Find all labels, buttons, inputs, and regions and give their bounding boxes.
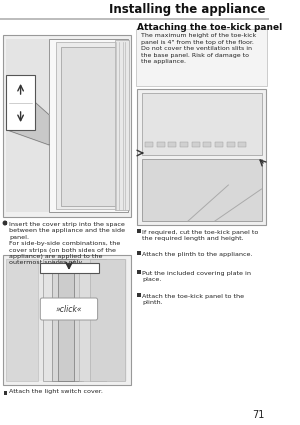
- Text: If required, cut the toe-kick panel to
the required length and height.: If required, cut the toe-kick panel to t…: [142, 230, 259, 241]
- FancyBboxPatch shape: [52, 259, 81, 381]
- Polygon shape: [7, 87, 49, 145]
- Circle shape: [3, 221, 7, 225]
- FancyBboxPatch shape: [168, 142, 176, 147]
- FancyBboxPatch shape: [215, 142, 223, 147]
- Text: Attaching the toe-kick panel: Attaching the toe-kick panel: [137, 23, 282, 31]
- FancyBboxPatch shape: [136, 29, 267, 86]
- FancyBboxPatch shape: [56, 42, 122, 209]
- FancyBboxPatch shape: [115, 40, 129, 210]
- FancyBboxPatch shape: [40, 263, 98, 273]
- FancyBboxPatch shape: [43, 259, 83, 381]
- FancyBboxPatch shape: [6, 75, 35, 130]
- FancyBboxPatch shape: [58, 259, 74, 381]
- FancyBboxPatch shape: [203, 142, 211, 147]
- FancyBboxPatch shape: [137, 270, 141, 274]
- Text: Attach the toe-kick panel to the
plinth.: Attach the toe-kick panel to the plinth.: [142, 294, 244, 306]
- FancyBboxPatch shape: [79, 259, 106, 381]
- Text: The maximum height of the toe-kick
panel is 4" from the top of the floor.
Do not: The maximum height of the toe-kick panel…: [141, 33, 256, 64]
- FancyBboxPatch shape: [137, 229, 141, 233]
- Text: Attach the plinth to the appliance.: Attach the plinth to the appliance.: [142, 252, 253, 257]
- Text: Installing the appliance: Installing the appliance: [110, 3, 266, 15]
- FancyBboxPatch shape: [137, 251, 141, 255]
- FancyBboxPatch shape: [180, 142, 188, 147]
- FancyBboxPatch shape: [3, 35, 131, 217]
- Text: Insert the cover strip into the space
between the appliance and the side
panel.
: Insert the cover strip into the space be…: [9, 222, 125, 265]
- FancyBboxPatch shape: [49, 39, 128, 212]
- FancyBboxPatch shape: [40, 298, 98, 320]
- FancyBboxPatch shape: [142, 159, 262, 221]
- FancyBboxPatch shape: [6, 259, 38, 381]
- FancyBboxPatch shape: [4, 391, 7, 395]
- FancyBboxPatch shape: [6, 259, 127, 381]
- FancyBboxPatch shape: [157, 142, 165, 147]
- FancyBboxPatch shape: [137, 89, 266, 225]
- FancyBboxPatch shape: [137, 293, 141, 297]
- FancyBboxPatch shape: [238, 142, 246, 147]
- FancyBboxPatch shape: [4, 221, 7, 225]
- Text: »click«: »click«: [56, 304, 82, 314]
- FancyBboxPatch shape: [226, 142, 235, 147]
- Text: 71: 71: [252, 410, 264, 420]
- FancyBboxPatch shape: [145, 142, 153, 147]
- FancyBboxPatch shape: [6, 39, 127, 212]
- FancyBboxPatch shape: [61, 47, 116, 206]
- Text: Put the included covering plate in
place.: Put the included covering plate in place…: [142, 271, 251, 282]
- FancyBboxPatch shape: [90, 259, 125, 381]
- FancyBboxPatch shape: [142, 93, 262, 155]
- FancyBboxPatch shape: [192, 142, 200, 147]
- FancyBboxPatch shape: [3, 255, 131, 385]
- Text: Attach the light switch cover.: Attach the light switch cover.: [9, 389, 103, 394]
